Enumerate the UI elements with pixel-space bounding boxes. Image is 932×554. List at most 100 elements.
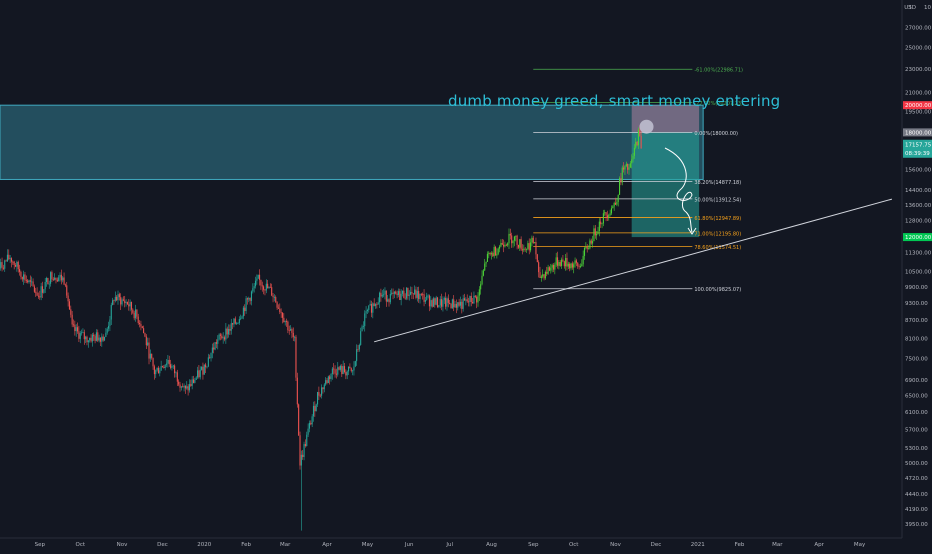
countdown-label: 08:39:39 <box>905 151 930 157</box>
price-tick-label: 19500.00 <box>905 110 932 116</box>
candle-body <box>360 331 362 345</box>
fibonacci-layer: -61.00%(22986.71) -27.00%(20207.23) 0.00%(… <box>533 68 743 293</box>
candle-body <box>505 244 507 246</box>
candle-body <box>338 367 340 370</box>
candle-body <box>366 309 368 312</box>
candle-body <box>17 261 19 270</box>
candle-body <box>272 295 274 298</box>
candle-body <box>269 286 271 288</box>
annotation-text: dumb money greed, smart money entering <box>448 92 781 110</box>
candle-body <box>478 289 480 296</box>
candle-body <box>319 395 321 397</box>
candle-body <box>16 261 18 267</box>
candle-body <box>54 277 56 280</box>
candle-body <box>203 364 205 375</box>
candle-body <box>412 293 414 295</box>
candle-body <box>137 316 139 324</box>
candle-body <box>202 366 204 375</box>
time-tick-label: Apr <box>814 542 824 548</box>
time-tick-label: Dec <box>157 542 168 548</box>
candle-body <box>254 280 257 287</box>
candle-body <box>494 246 497 256</box>
candle-body <box>139 323 141 325</box>
candle-body <box>310 422 312 425</box>
position-tool-layer <box>631 105 700 238</box>
candle-body <box>191 379 193 386</box>
candle-body <box>128 304 130 307</box>
candle-body <box>32 281 34 287</box>
candle-body <box>312 405 315 417</box>
time-tick-label: 2021 <box>691 542 705 548</box>
fib-level-label: 100.00%(9825.07) <box>694 287 741 293</box>
candle-body <box>392 292 394 294</box>
price-tag-bg <box>903 233 932 242</box>
candle-body <box>614 202 617 205</box>
candle-body <box>570 263 572 269</box>
candle-body <box>482 270 484 276</box>
candle-body <box>318 392 320 396</box>
candle-body <box>585 247 587 248</box>
price-tick-label: 4440.00 <box>905 492 928 498</box>
candle-body <box>441 299 443 307</box>
candle-body <box>148 342 150 359</box>
candle-body <box>428 295 430 307</box>
candle-body <box>556 257 559 266</box>
candle-body <box>71 314 73 325</box>
candle-body <box>52 279 54 281</box>
price-tick-label: 6500.00 <box>905 393 928 399</box>
candle-body <box>210 352 212 359</box>
position-target-zone[interactable] <box>631 132 700 238</box>
fib-level-label: -27.00%(20207.23) <box>694 101 743 107</box>
candle-body <box>95 332 97 341</box>
candle-body <box>507 243 509 246</box>
time-axis: Sep Oct Nov Dec 2020 Feb Mar Apr May Jun Jul Aug Sep… <box>0 537 902 550</box>
candle-body <box>496 253 498 256</box>
candle-body <box>414 289 416 295</box>
candle-body <box>20 271 22 277</box>
candle-body <box>573 264 575 268</box>
candle-body <box>480 284 482 290</box>
candle-body <box>294 336 296 338</box>
price-tick-label: 25000.00 <box>905 46 932 52</box>
candle-body <box>287 321 289 331</box>
candle-body <box>335 373 337 375</box>
candle-body <box>395 291 397 294</box>
time-axis-bg[interactable] <box>0 538 902 550</box>
candle-body <box>13 261 15 265</box>
candle-body <box>396 293 398 296</box>
candle-body <box>147 342 149 346</box>
candle-body <box>623 167 625 170</box>
price-axis-bg[interactable] <box>902 0 932 550</box>
candle-body <box>118 294 120 298</box>
candle-body <box>60 274 62 281</box>
candle-body <box>333 368 335 370</box>
scale-icon[interactable]: 3 <box>908 5 912 11</box>
candle-body <box>558 262 560 266</box>
candle-body <box>140 324 142 327</box>
drawn-arrow-path[interactable] <box>664 147 693 233</box>
candle-body <box>149 353 151 359</box>
candle-body <box>130 302 133 310</box>
marker-circle[interactable] <box>639 119 654 134</box>
candle-body <box>50 272 52 284</box>
time-tick-label: Oct <box>569 542 579 548</box>
fib-level-label: 61.80%(12947.89) <box>694 216 741 222</box>
candle-body <box>132 309 134 313</box>
candle-body <box>259 274 261 280</box>
candle-body <box>306 434 308 447</box>
resistance-zone-box[interactable] <box>0 104 704 180</box>
candle-body <box>578 266 580 268</box>
candle-body <box>484 263 486 271</box>
trendline[interactable] <box>374 198 893 343</box>
candle-body <box>143 328 145 334</box>
candle-body <box>631 159 633 164</box>
candle-body <box>535 242 537 255</box>
candle-body <box>152 357 154 367</box>
candle-body <box>325 380 327 385</box>
candle-body <box>184 385 186 389</box>
settings-icon[interactable]: 10 <box>924 5 931 11</box>
candle-body <box>369 304 371 306</box>
candle-body <box>129 302 131 307</box>
